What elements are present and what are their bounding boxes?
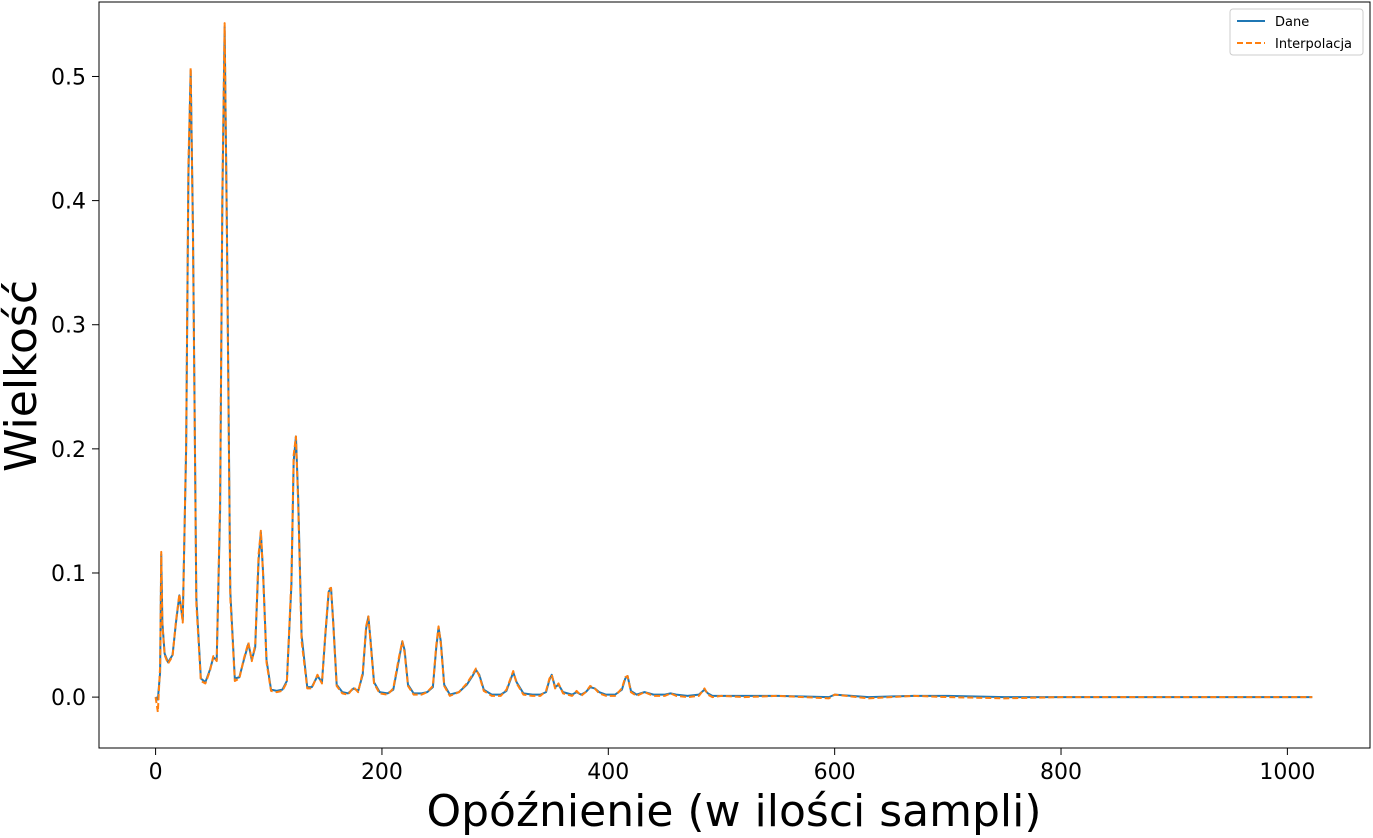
- legend-label-interpolacja: Interpolacja: [1275, 37, 1352, 52]
- x-axis-title: Opóźnienie (w ilości sampli): [426, 786, 1041, 837]
- x-tick-label: 200: [361, 760, 403, 785]
- axes-frame: [98, 1, 1371, 749]
- y-tick-label: 0.5: [51, 65, 86, 90]
- y-tick-label: 0.4: [51, 190, 86, 215]
- legend-label-dane: Dane: [1275, 15, 1309, 30]
- legend: Dane Interpolacja: [1229, 8, 1364, 56]
- y-axis-title: Wielkość: [0, 280, 47, 472]
- series-line-interpolacja: [154, 22, 1313, 713]
- y-tick-label: 0.3: [51, 314, 86, 339]
- x-tick-label: 600: [814, 760, 856, 785]
- series-layer: [154, 22, 1313, 713]
- x-tick-label: 800: [1040, 760, 1082, 785]
- y-axis: 0.0 0.1 0.2 0.3 0.4 0.5: [51, 65, 99, 711]
- x-axis: 0 200 400 600 800 1000: [149, 748, 1315, 785]
- x-tick-label: 0: [149, 760, 163, 785]
- x-tick-label: 400: [587, 760, 629, 785]
- y-tick-label: 0.2: [51, 438, 86, 463]
- y-tick-label: 0.1: [51, 562, 86, 587]
- plot-area: [98, 1, 1371, 749]
- x-tick-label: 1000: [1259, 760, 1315, 785]
- y-tick-label: 0.0: [51, 686, 86, 711]
